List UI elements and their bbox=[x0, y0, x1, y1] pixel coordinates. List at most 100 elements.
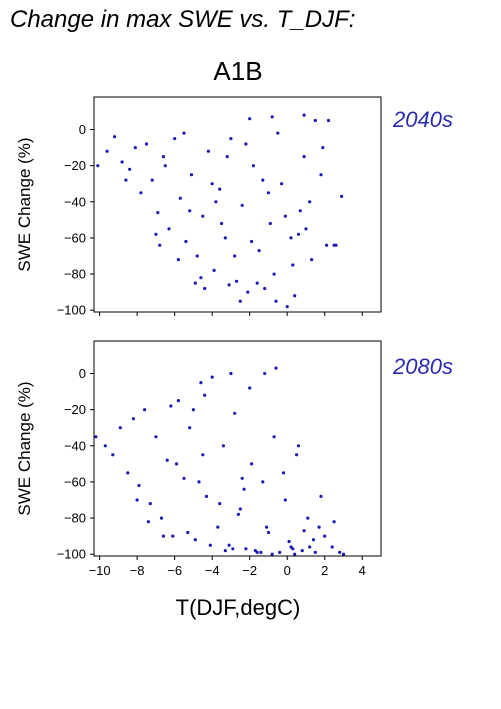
scatter-point bbox=[334, 243, 338, 247]
panel-2040s-x-ticks bbox=[99, 312, 363, 316]
y-tick-label: 0 bbox=[79, 122, 86, 137]
scatter-point bbox=[308, 545, 312, 549]
scatter-point bbox=[291, 263, 295, 267]
scatter-point bbox=[156, 211, 160, 215]
scatter-point bbox=[283, 498, 287, 502]
scatter-point bbox=[274, 299, 278, 303]
scatter-point bbox=[341, 552, 346, 556]
scatter-point bbox=[261, 480, 265, 484]
scatter-point bbox=[203, 286, 207, 291]
panel-2040s-y-ticks: 0 −20 −40 −60 −80 −100 bbox=[57, 122, 94, 318]
scatter-point bbox=[251, 164, 255, 168]
scatter-point bbox=[285, 305, 289, 309]
scatter-point bbox=[216, 525, 220, 529]
scatter-point bbox=[263, 286, 267, 291]
x-tick-label: 2 bbox=[321, 563, 328, 578]
scatter-point bbox=[268, 221, 272, 226]
scatter-point bbox=[143, 408, 147, 412]
scatter-point bbox=[332, 520, 336, 524]
scatter-point bbox=[313, 550, 317, 555]
scatter-point bbox=[199, 276, 203, 280]
scatter-point bbox=[233, 254, 237, 258]
scatter-point bbox=[195, 254, 199, 258]
y-tick-label: −20 bbox=[64, 402, 86, 417]
scatter-point bbox=[118, 426, 122, 430]
scatter-point bbox=[261, 178, 265, 182]
y-tick-label: −80 bbox=[64, 511, 86, 526]
scatter-point bbox=[191, 408, 195, 412]
scatter-point bbox=[218, 502, 222, 506]
scatter-point bbox=[289, 236, 293, 240]
scatter-point bbox=[178, 196, 182, 200]
scatter-point bbox=[128, 167, 132, 171]
figure-title: Change in max SWE vs. T_DJF: bbox=[10, 6, 355, 33]
scatter-point bbox=[131, 417, 135, 421]
y-tick-label: −60 bbox=[64, 474, 86, 489]
scatter-point bbox=[257, 249, 261, 253]
scatter-point bbox=[173, 137, 177, 141]
panel-2040s-y-axis-label: SWE Change (%) bbox=[15, 137, 34, 271]
y-tick-label: −60 bbox=[64, 230, 86, 245]
scatter-point bbox=[293, 294, 297, 298]
scatter-point bbox=[223, 549, 227, 553]
scatter-point bbox=[323, 534, 327, 538]
scenario-title: A1B bbox=[213, 56, 262, 86]
scatter-point bbox=[263, 371, 267, 376]
scatter-point bbox=[169, 404, 173, 408]
scatter-point bbox=[171, 534, 175, 538]
scatter-point bbox=[266, 191, 271, 195]
scatter-point bbox=[154, 435, 158, 439]
scatter-point bbox=[182, 131, 186, 135]
scatter-point bbox=[302, 529, 306, 533]
scatter-point bbox=[338, 550, 342, 555]
y-tick-label: −20 bbox=[64, 158, 86, 173]
scatter-point bbox=[326, 118, 331, 123]
scatter-point bbox=[148, 502, 152, 506]
scatter-point bbox=[330, 545, 334, 549]
scatter-point bbox=[300, 549, 304, 553]
scatter-point bbox=[197, 480, 201, 484]
x-tick-label: −4 bbox=[205, 563, 220, 578]
scatter-point bbox=[154, 232, 158, 236]
scatter-point bbox=[225, 155, 229, 159]
scatter-point bbox=[231, 547, 235, 551]
scatter-point bbox=[280, 182, 284, 186]
scatter-point bbox=[313, 118, 317, 123]
scatter-point bbox=[306, 516, 310, 520]
scatter-point bbox=[214, 200, 218, 204]
x-tick-label: 0 bbox=[284, 563, 291, 578]
scatter-point bbox=[235, 279, 239, 283]
scatter-point bbox=[340, 194, 344, 198]
scatter-point bbox=[250, 239, 254, 244]
scatter-point bbox=[253, 549, 257, 553]
panel-2080s-frame bbox=[93, 340, 382, 557]
scatter-point bbox=[295, 453, 299, 457]
scatter-point bbox=[94, 435, 98, 439]
scatter-point bbox=[265, 525, 269, 529]
scatter-point bbox=[259, 550, 263, 555]
scatter-point bbox=[146, 520, 150, 524]
panel-2080s-period-label: 2080s bbox=[392, 354, 453, 379]
scatter-point bbox=[163, 164, 167, 168]
scatter-point bbox=[255, 281, 259, 285]
scatter-point bbox=[319, 173, 323, 177]
scatter-point bbox=[174, 462, 179, 466]
scatter-point bbox=[321, 146, 325, 150]
scatter-point bbox=[229, 371, 233, 376]
scatter-point bbox=[193, 538, 197, 542]
scatter-point bbox=[229, 137, 233, 141]
scatter-point bbox=[210, 182, 214, 186]
scatter-point bbox=[293, 552, 297, 556]
scatter-point bbox=[281, 471, 286, 475]
scatter-point bbox=[208, 543, 212, 547]
scatter-point bbox=[248, 386, 252, 390]
scatter-point bbox=[296, 444, 301, 448]
y-tick-label: 0 bbox=[79, 366, 86, 381]
scatter-point bbox=[201, 214, 205, 218]
x-tick-label: −6 bbox=[167, 563, 182, 578]
scatter-point bbox=[201, 453, 205, 457]
scatter-point bbox=[188, 426, 192, 430]
x-axis-label: T(DJF,degC) bbox=[176, 595, 301, 620]
y-tick-label: −100 bbox=[57, 547, 86, 562]
scatter-point bbox=[304, 227, 308, 231]
